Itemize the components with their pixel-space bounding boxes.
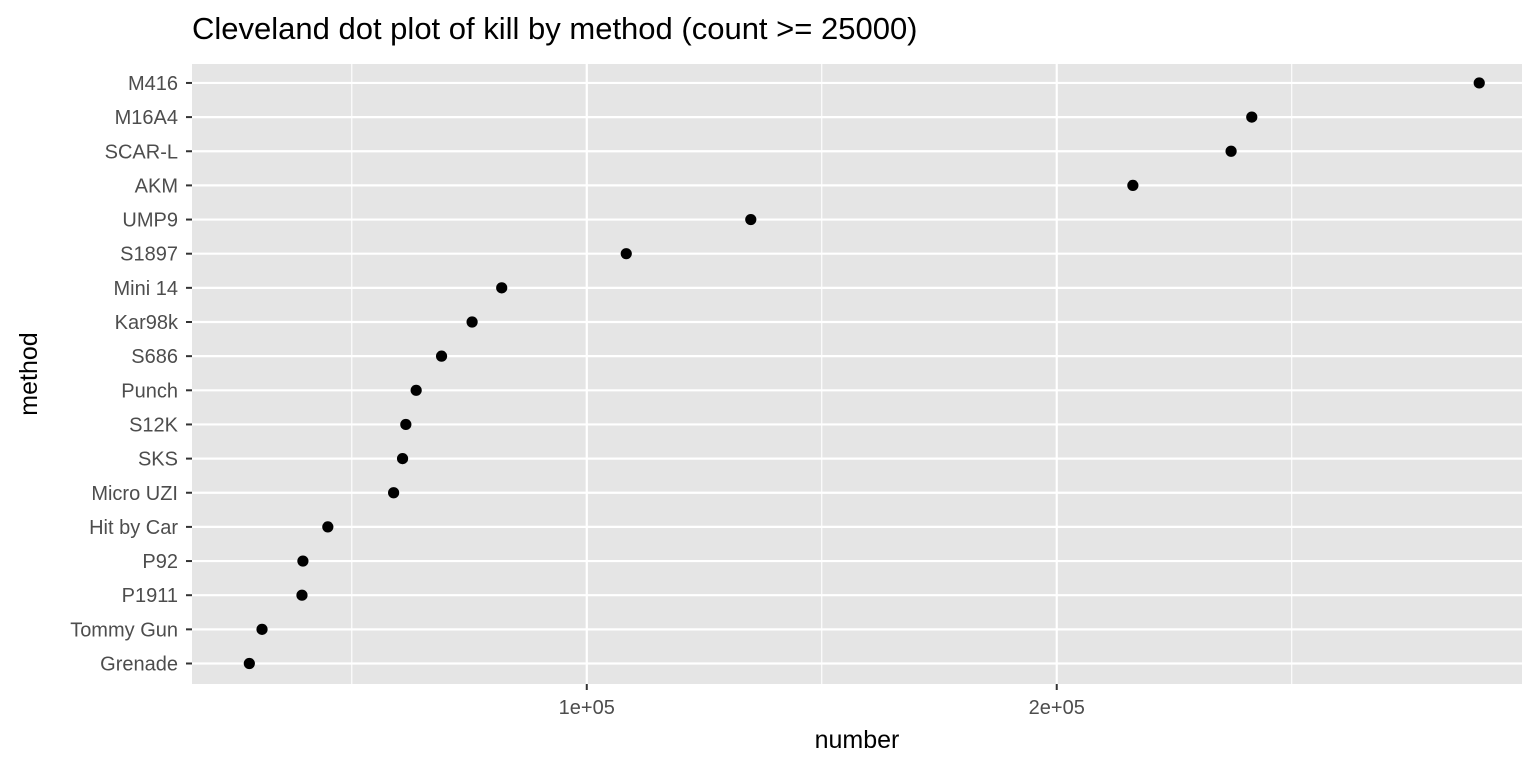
x-tick-label: 2e+05 (1029, 697, 1085, 719)
data-point (322, 521, 334, 533)
y-tick-label: P1911 (122, 585, 178, 607)
data-point (1246, 111, 1258, 123)
y-tick-label: P92 (142, 551, 178, 573)
data-point (296, 589, 308, 601)
data-point (243, 657, 255, 670)
y-tick-label: Tommy Gun (70, 619, 178, 641)
data-point (400, 418, 412, 431)
y-tick-label: M416 (128, 73, 178, 95)
y-axis: Grenade Tommy Gun P1911 P92 Hit by Car Micro … (70, 73, 192, 676)
data-point (1473, 77, 1485, 89)
data-point (388, 487, 400, 499)
plot-panel (192, 64, 1522, 684)
data-point (745, 213, 757, 226)
data-point (620, 248, 632, 260)
data-point (297, 555, 309, 567)
y-tick-label: Micro UZI (91, 483, 178, 505)
y-tick-label: Hit by Car (89, 517, 178, 539)
data-point (435, 350, 448, 362)
y-tick-label: UMP9 (122, 210, 178, 232)
data-point (256, 623, 268, 635)
chart-title: Cleveland dot plot of kill by method (co… (192, 11, 918, 46)
data-point (466, 316, 478, 328)
grid-layer (192, 64, 1522, 684)
data-point (1127, 179, 1139, 191)
y-tick-label: Punch (121, 380, 178, 402)
y-tick-label: S1897 (120, 244, 178, 266)
y-tick-label: SCAR-L (105, 141, 178, 163)
y-tick-label: SKS (138, 449, 178, 471)
data-point (396, 453, 409, 465)
y-tick-label: S686 (131, 346, 178, 368)
y-tick-label: S12K (129, 414, 179, 436)
x-axis: 1e+05 2e+05 (559, 684, 1085, 719)
y-tick-label: Grenade (100, 654, 178, 676)
data-point (1225, 145, 1237, 157)
points-layer (243, 77, 1485, 670)
y-tick-label: M16A4 (115, 107, 178, 129)
data-point (496, 282, 508, 294)
y-tick-label: AKM (135, 175, 178, 197)
y-tick-label: Kar98k (115, 312, 179, 334)
x-tick-label: 1e+05 (559, 697, 615, 719)
data-point (410, 384, 422, 396)
x-axis-title: number (815, 726, 900, 754)
y-tick-label: Mini 14 (114, 278, 178, 300)
y-axis-title: method (15, 332, 43, 415)
